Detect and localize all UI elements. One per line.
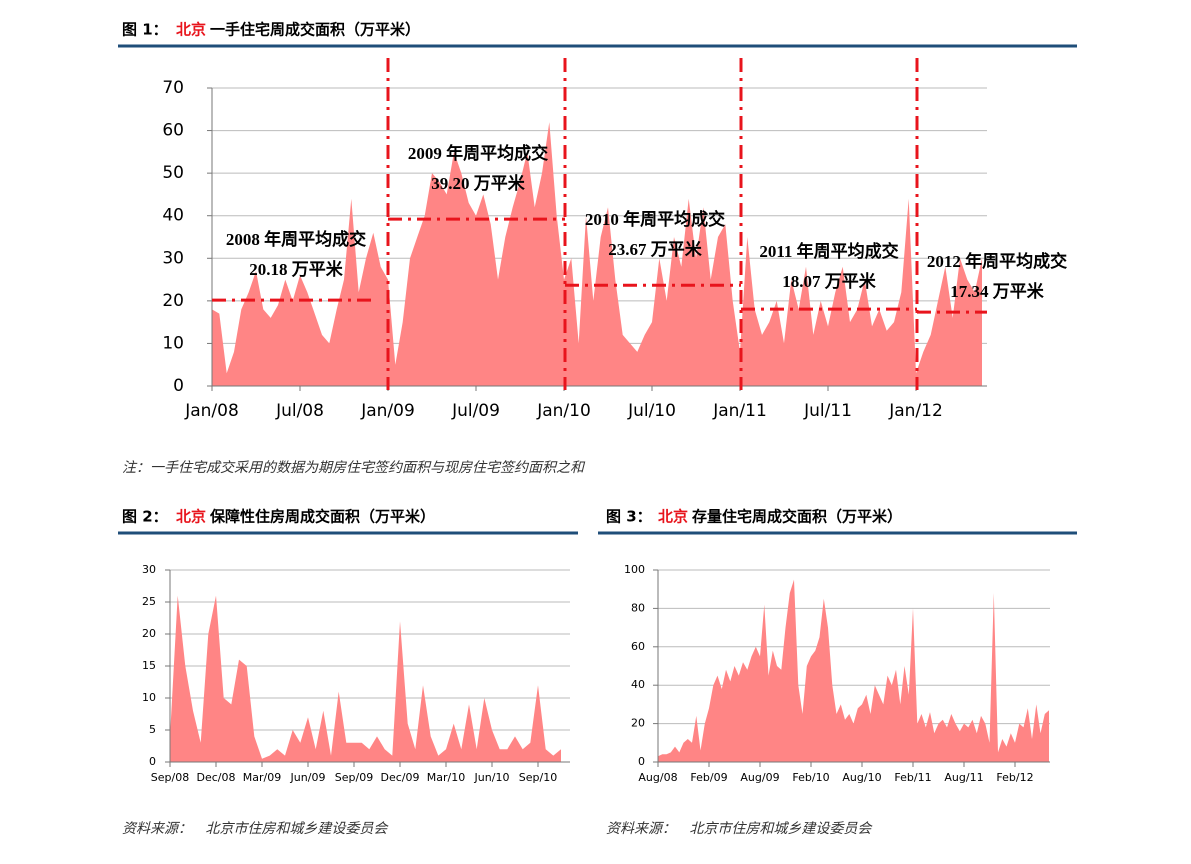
- area: [658, 579, 1049, 762]
- figure-title: 存量住宅周成交面积（万平米）: [692, 508, 902, 526]
- annotation: 2009 年周平均成交: [408, 143, 548, 163]
- x-tick-label: Sep/10: [519, 771, 557, 784]
- x-tick-label: Sep/08: [151, 771, 189, 784]
- x-tick-label: Mar/10: [427, 771, 465, 784]
- figure-city: 北京: [176, 21, 206, 39]
- y-tick-label: 20: [631, 717, 645, 730]
- x-tick-label: Jan/09: [360, 401, 415, 421]
- figure-label: 图 3：: [606, 508, 652, 526]
- figure-city: 北京: [176, 508, 206, 526]
- x-tick-label: Sep/09: [335, 771, 373, 784]
- x-tick-label: Jan/08: [184, 401, 239, 421]
- x-tick-label: Aug/08: [638, 771, 677, 784]
- y-tick-label: 80: [631, 601, 645, 614]
- area: [212, 122, 982, 386]
- y-tick-label: 40: [631, 678, 645, 691]
- y-tick-label: 10: [162, 333, 184, 353]
- x-tick-label: Jan/10: [536, 401, 591, 421]
- annotation-value: 39.20 万平米: [431, 173, 525, 193]
- annotation-value: 20.18 万平米: [249, 259, 343, 279]
- annotation: 2012 年周平均成交: [927, 251, 1067, 271]
- y-tick-label: 60: [162, 121, 184, 141]
- note: 注：一手住宅成交采用的数据为期房住宅签约面积与现房住宅签约面积之和: [122, 460, 586, 476]
- y-tick-label: 30: [162, 248, 184, 268]
- y-tick-label: 0: [149, 755, 156, 768]
- y-tick-label: 5: [149, 723, 156, 736]
- source: 资料来源： 北京市住房和城乡建设委员会: [122, 821, 389, 837]
- x-tick-label: Aug/09: [740, 771, 779, 784]
- annotation: 2011 年周平均成交: [759, 241, 898, 261]
- y-tick-label: 100: [624, 563, 645, 576]
- y-tick-label: 0: [173, 376, 184, 396]
- x-tick-label: Jun/10: [474, 771, 510, 784]
- x-tick-label: Jan/12: [888, 401, 943, 421]
- figure-title: 保障性住房周成交面积（万平米）: [209, 508, 435, 526]
- area: [170, 595, 561, 762]
- x-tick-label: Aug/10: [842, 771, 881, 784]
- y-tick-label: 20: [142, 627, 156, 640]
- annotation-value: 17.34 万平米: [950, 281, 1044, 301]
- x-tick-label: Jun/09: [290, 771, 326, 784]
- x-tick-label: Dec/08: [197, 771, 236, 784]
- y-tick-label: 60: [631, 640, 645, 653]
- x-tick-label: Jul/09: [451, 401, 500, 421]
- x-tick-label: Jul/11: [803, 401, 852, 421]
- y-tick-label: 0: [638, 755, 645, 768]
- x-tick-label: Feb/12: [996, 771, 1033, 784]
- y-tick-label: 40: [162, 206, 184, 226]
- y-tick-label: 25: [142, 595, 156, 608]
- x-tick-label: Dec/09: [381, 771, 420, 784]
- annotation: 2010 年周平均成交: [585, 209, 725, 229]
- figure-label: 图 1：: [122, 21, 168, 39]
- x-tick-label: Feb/10: [792, 771, 829, 784]
- y-tick-label: 20: [162, 291, 184, 311]
- source: 资料来源： 北京市住房和城乡建设委员会: [606, 821, 873, 837]
- x-tick-label: Feb/09: [690, 771, 727, 784]
- x-tick-label: Jul/10: [627, 401, 676, 421]
- figure-city: 北京: [658, 508, 688, 526]
- annotation-value: 23.67 万平米: [608, 239, 702, 259]
- x-tick-label: Mar/09: [243, 771, 281, 784]
- figure-title: 一手住宅周成交面积（万平米）: [210, 21, 420, 39]
- y-tick-label: 30: [142, 563, 156, 576]
- x-tick-label: Feb/11: [894, 771, 931, 784]
- y-tick-label: 10: [142, 691, 156, 704]
- annotation: 2008 年周平均成交: [226, 229, 366, 249]
- x-tick-label: Jul/08: [275, 401, 324, 421]
- annotation-value: 18.07 万平米: [782, 271, 876, 291]
- y-tick-label: 50: [162, 163, 184, 183]
- figure-label: 图 2：: [122, 508, 168, 526]
- y-tick-label: 15: [142, 659, 156, 672]
- x-tick-label: Aug/11: [944, 771, 983, 784]
- x-tick-label: Jan/11: [712, 401, 767, 421]
- y-tick-label: 70: [162, 78, 184, 98]
